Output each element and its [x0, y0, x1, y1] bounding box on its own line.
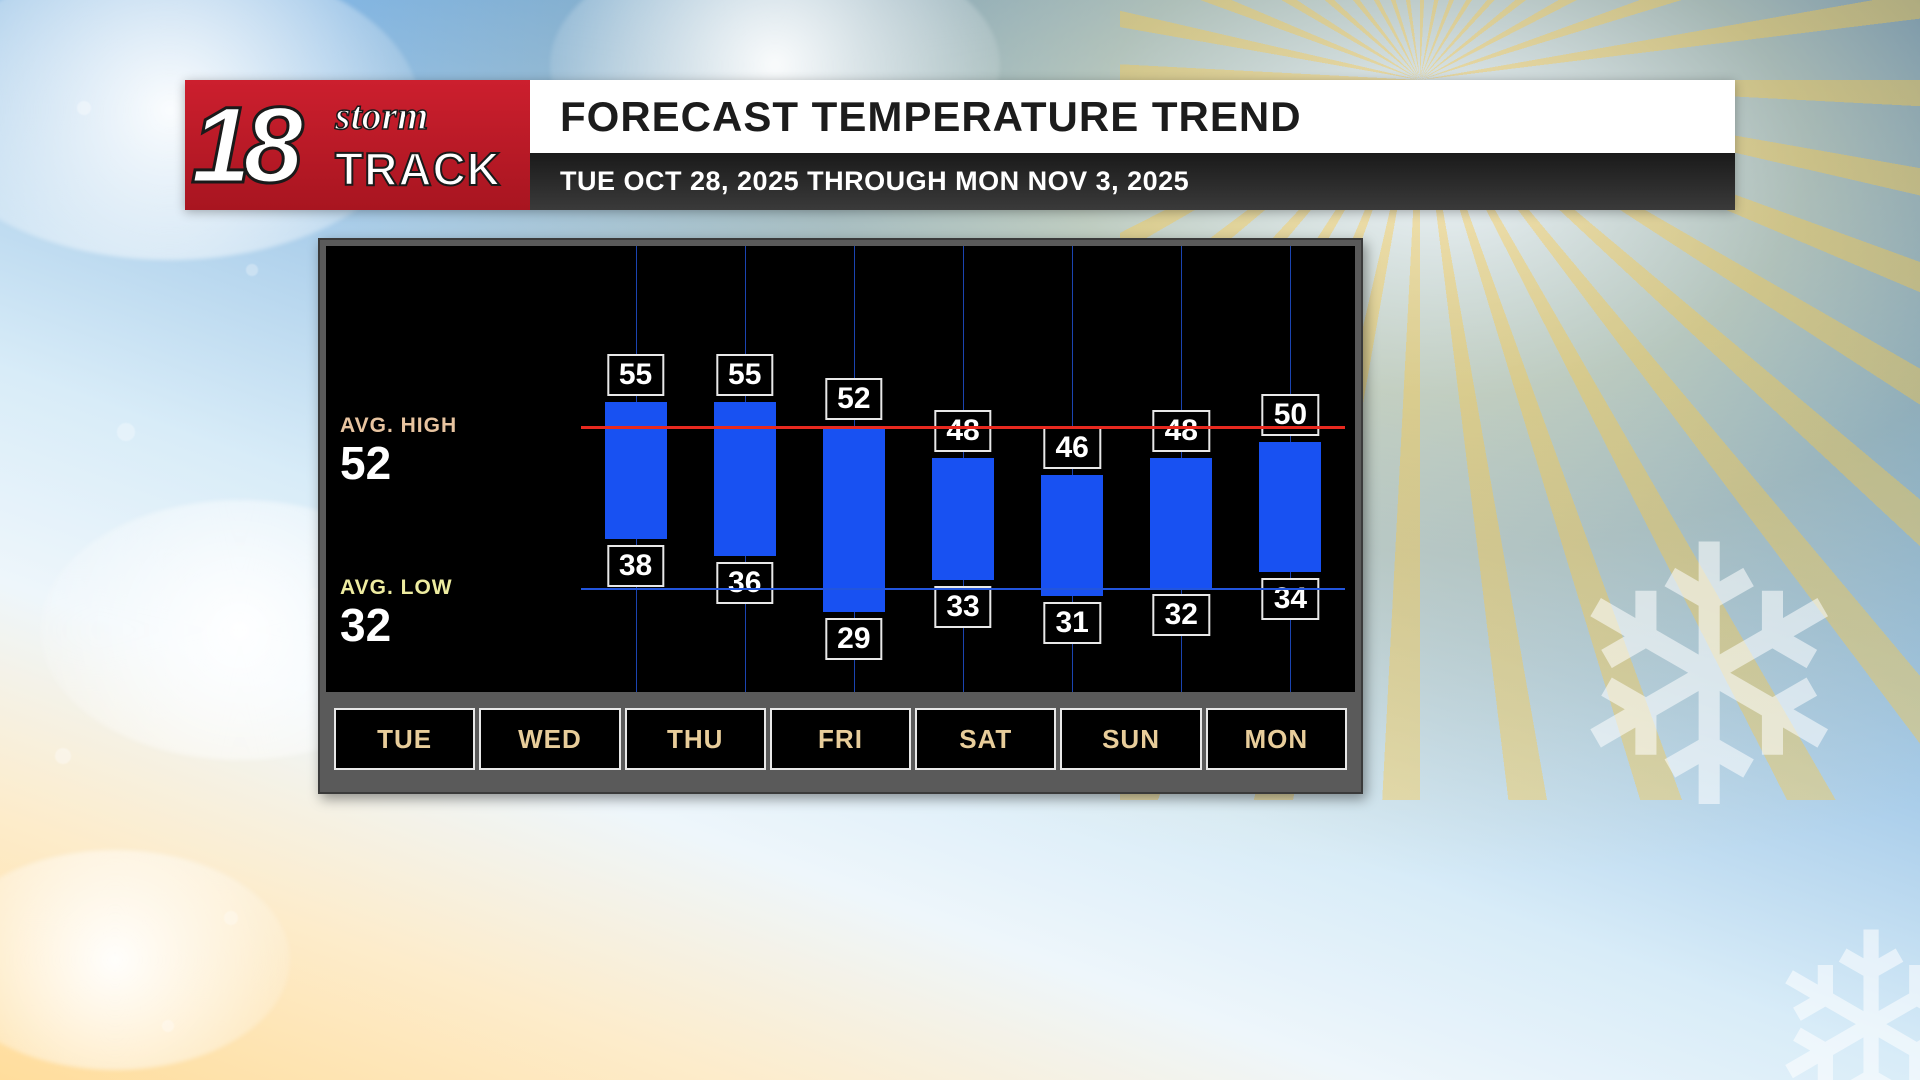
- day-label-fri: FRI: [770, 708, 911, 770]
- temp-bar-wed: [714, 402, 776, 556]
- temp-bar-sat: [1041, 475, 1103, 597]
- day-label-sat: SAT: [915, 708, 1056, 770]
- high-value-tue: 55: [607, 354, 664, 396]
- high-value-sat: 46: [1043, 427, 1100, 469]
- day-labels-row: TUE WED THU FRI SAT SUN MON: [326, 692, 1355, 786]
- low-value-thu: 29: [825, 618, 882, 660]
- logo-storm-text: storm: [335, 92, 428, 139]
- header-subtitle: TUE OCT 28, 2025 THROUGH MON NOV 3, 2025: [560, 166, 1189, 197]
- high-value-wed: 55: [716, 354, 773, 396]
- station-logo: 18 storm TRACK: [185, 80, 530, 210]
- temp-bar-sun: [1150, 458, 1212, 588]
- avg-high-tag: AVG. HIGH: [340, 414, 457, 438]
- chart-plot-area: AVG. HIGH 52 AVG. LOW 32 55 38 55 36 52 29 48 3…: [326, 246, 1355, 696]
- snowflake-icon: ❄: [1558, 500, 1860, 860]
- high-value-thu: 52: [825, 378, 882, 420]
- temp-bar-tue: [605, 402, 667, 540]
- avg-low-tag: AVG. LOW: [340, 576, 453, 600]
- header-title-block: FORECAST TEMPERATURE TREND TUE OCT 28, 2…: [530, 80, 1735, 210]
- snowflake-icon: ❄: [1762, 900, 1920, 1080]
- day-label-mon: MON: [1206, 708, 1347, 770]
- high-value-fri: 48: [934, 410, 991, 452]
- logo-track-text: TRACK: [335, 142, 501, 196]
- temperature-chart: AVG. HIGH 52 AVG. LOW 32 55 38 55 36 52 29 48 3…: [318, 238, 1363, 794]
- header-title-row: FORECAST TEMPERATURE TREND: [530, 80, 1735, 153]
- avg-high-reference-line: [581, 426, 1345, 429]
- low-value-sat: 31: [1043, 602, 1100, 644]
- temp-bar-thu: [823, 426, 885, 612]
- day-label-thu: THU: [625, 708, 766, 770]
- avg-low-reference-line: [581, 588, 1345, 590]
- low-value-sun: 32: [1153, 594, 1210, 636]
- avg-high-label-block: AVG. HIGH 52: [340, 414, 457, 486]
- day-label-wed: WED: [479, 708, 620, 770]
- high-value-sun: 48: [1153, 410, 1210, 452]
- low-value-fri: 33: [934, 586, 991, 628]
- day-label-tue: TUE: [334, 708, 475, 770]
- avg-low-label-block: AVG. LOW 32: [340, 576, 453, 648]
- day-label-sun: SUN: [1060, 708, 1201, 770]
- low-value-tue: 38: [607, 545, 664, 587]
- bars-container: 55 38 55 36 52 29 48 33 46 31 48 32 50 34: [581, 246, 1345, 696]
- header-subtitle-row: TUE OCT 28, 2025 THROUGH MON NOV 3, 2025: [530, 153, 1735, 210]
- avg-low-value: 32: [340, 602, 453, 648]
- logo-number: 18: [191, 82, 295, 207]
- header-banner: 18 storm TRACK FORECAST TEMPERATURE TREN…: [185, 80, 1735, 210]
- temp-bar-mon: [1259, 442, 1321, 572]
- temp-bar-fri: [932, 458, 994, 580]
- header-title: FORECAST TEMPERATURE TREND: [560, 93, 1302, 141]
- low-value-wed: 36: [716, 562, 773, 604]
- high-value-mon: 50: [1262, 394, 1319, 436]
- avg-high-value: 52: [340, 440, 457, 486]
- low-value-mon: 34: [1262, 578, 1319, 620]
